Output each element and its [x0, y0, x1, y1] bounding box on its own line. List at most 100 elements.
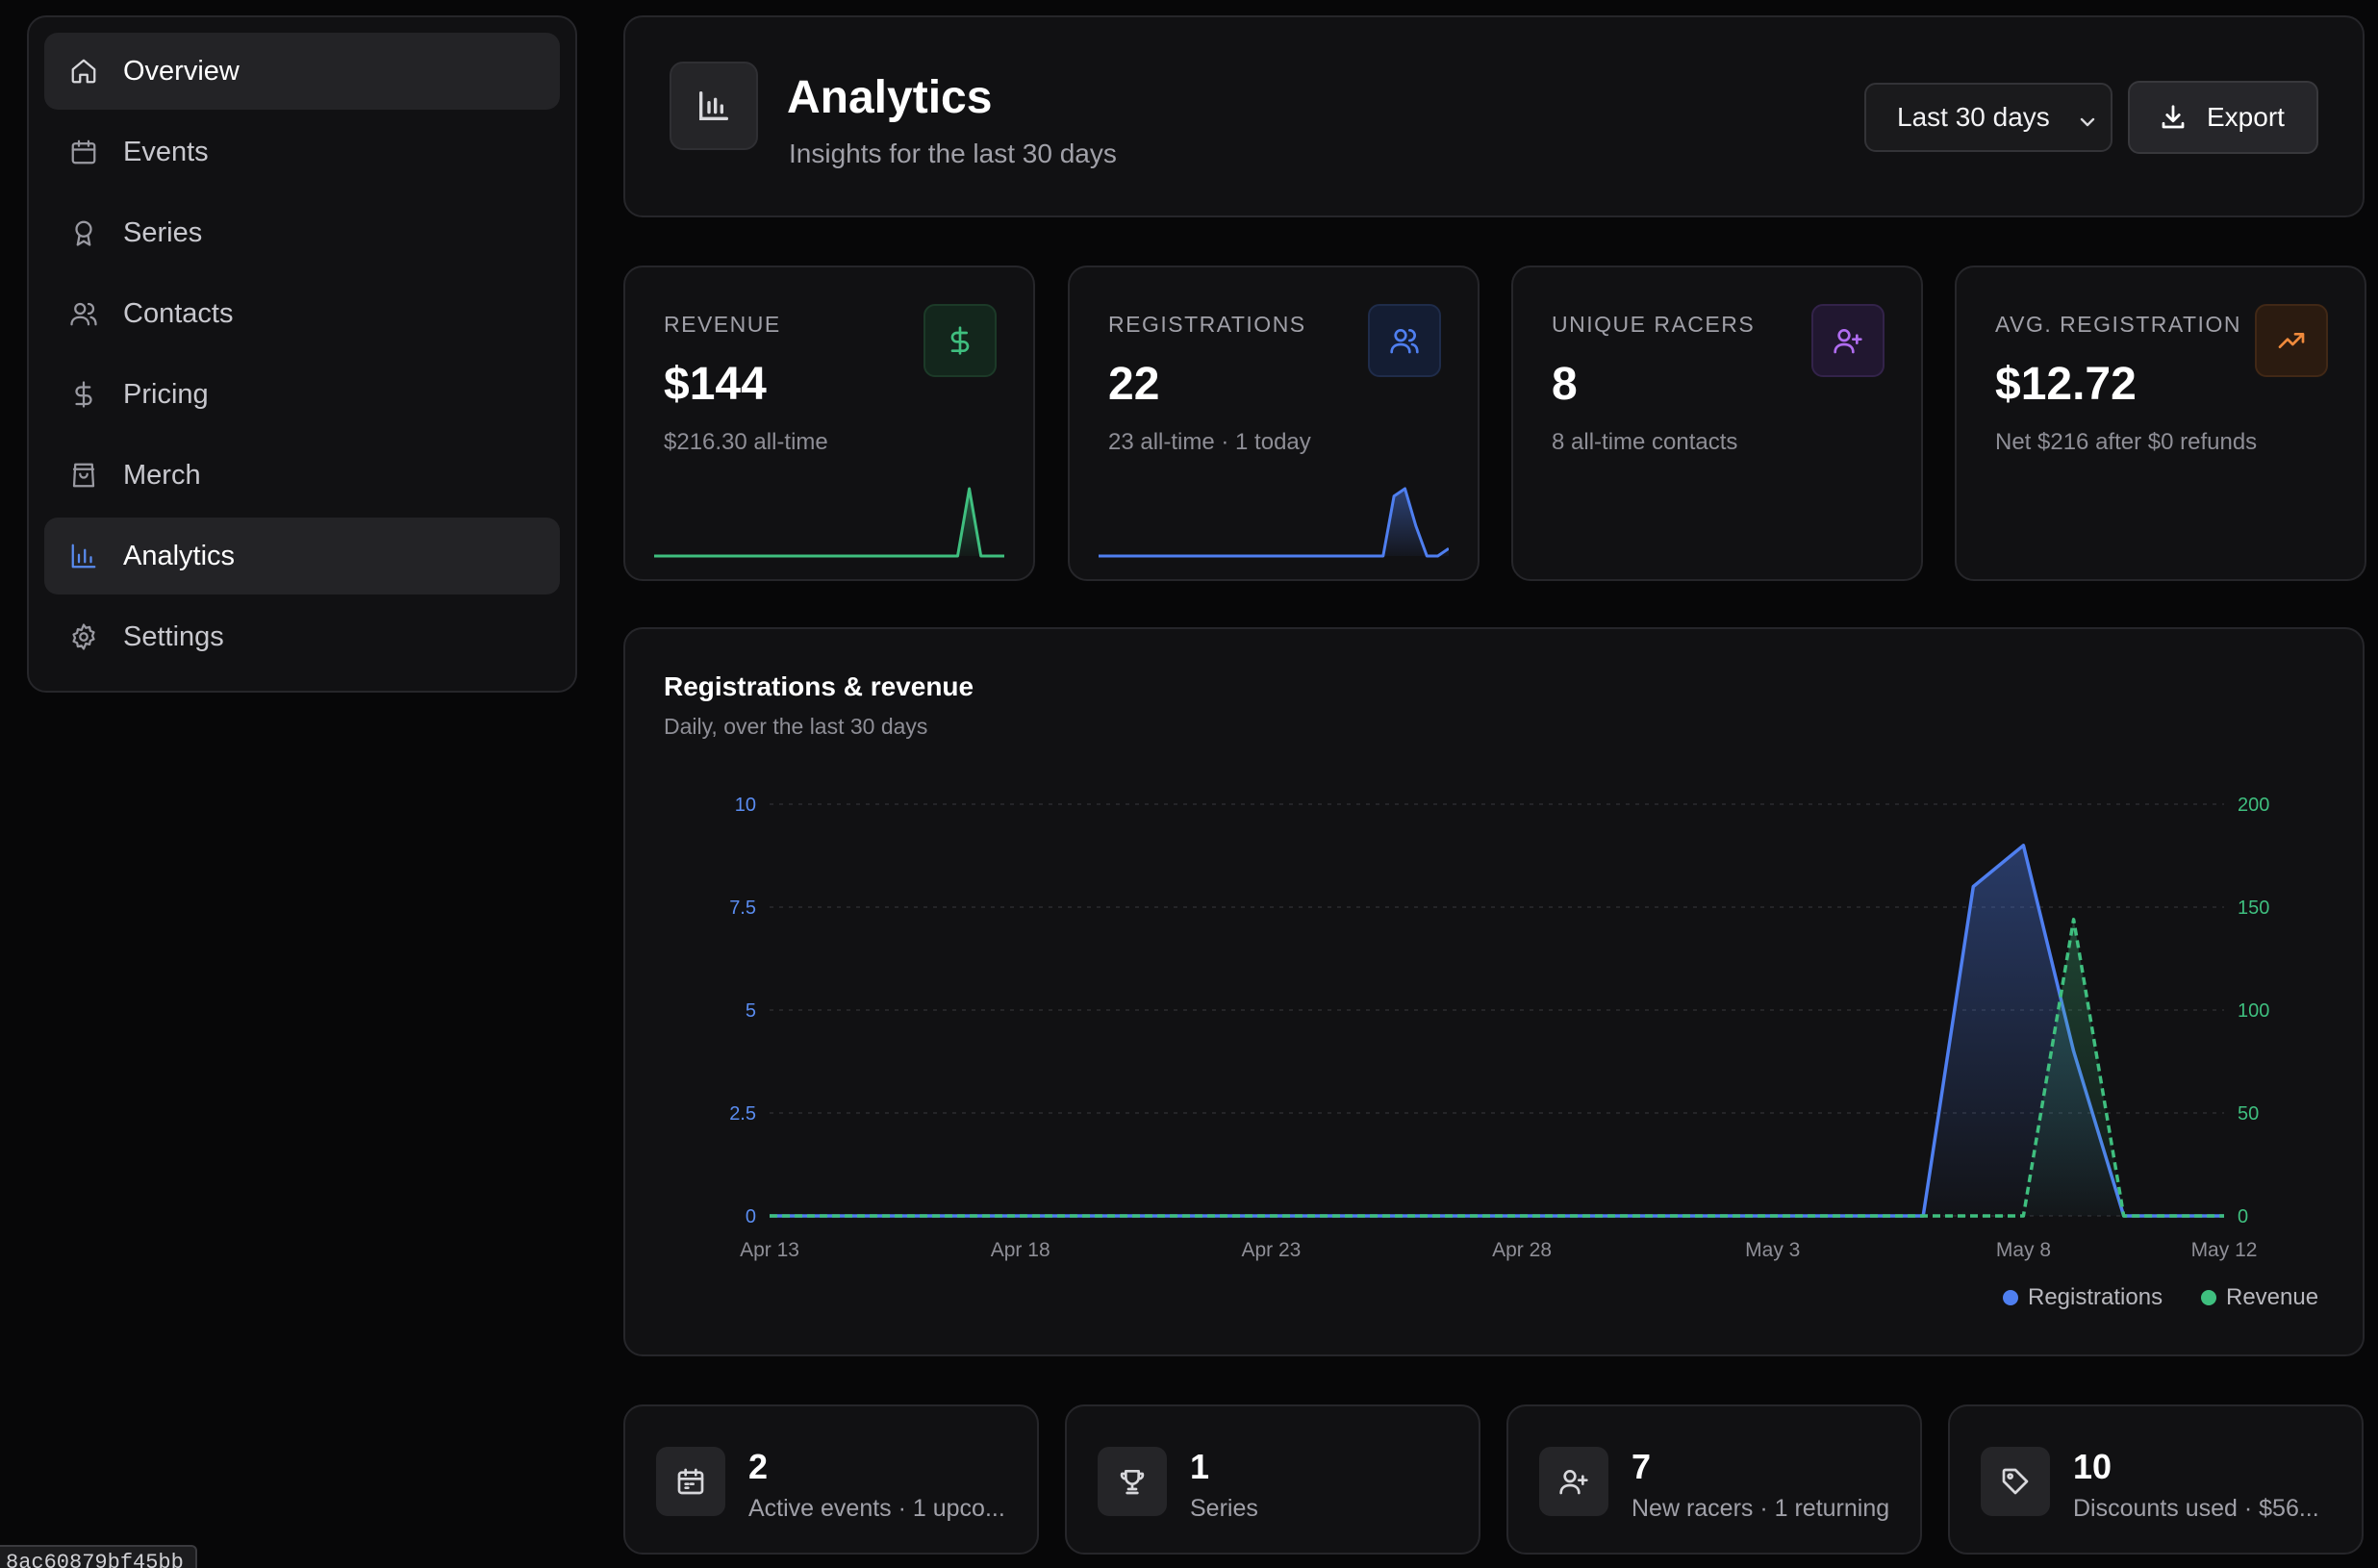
- sparkline-line: [654, 487, 1004, 558]
- x-tick-label: Apr 28: [1492, 1239, 1552, 1261]
- registrations-sparkline: [1099, 487, 1449, 558]
- sparkline-area: [654, 489, 1004, 556]
- stat-subtext: Net $216 after $0 refunds: [1995, 429, 2258, 455]
- stat-card-unique-racers: UNIQUE RACERS 8 8 all-time contacts: [1511, 266, 1923, 581]
- page-subtitle: Insights for the last 30 days: [789, 139, 1117, 168]
- legend-label: Revenue: [2226, 1284, 2318, 1310]
- dollar-icon: [923, 304, 997, 377]
- export-label: Export: [2207, 102, 2285, 132]
- sidebar-item-events[interactable]: Events: [44, 114, 560, 190]
- sidebar-item-analytics[interactable]: Analytics: [44, 518, 560, 594]
- x-tick-label: May 8: [1996, 1239, 2051, 1261]
- right-tick-label: 200: [2238, 795, 2269, 816]
- users-icon: [1368, 304, 1441, 377]
- sidebar: Overview Events Series Contacts Pricing …: [27, 15, 577, 693]
- sidebar-item-pricing[interactable]: Pricing: [44, 356, 560, 433]
- calendar-icon: [656, 1447, 725, 1516]
- right-tick-label: 100: [2238, 1000, 2269, 1022]
- left-tick-label: 10: [735, 795, 756, 816]
- summary-subtext: Discounts used · $56...: [2073, 1495, 2319, 1522]
- revenue-sparkline: [654, 487, 1004, 558]
- chart-title: Registrations & revenue: [664, 671, 974, 701]
- award-icon: [67, 216, 100, 249]
- summary-subtext: Active events · 1 upco...: [748, 1495, 1005, 1522]
- x-tick-label: Apr 23: [1241, 1239, 1301, 1261]
- series-area-revenue: [770, 919, 2224, 1216]
- right-tick-label: 50: [2238, 1103, 2259, 1125]
- x-tick-label: May 3: [1745, 1239, 1800, 1261]
- sidebar-item-merch[interactable]: Merch: [44, 437, 560, 514]
- stat-value: 22: [1108, 359, 1160, 410]
- stat-value: $144: [664, 359, 767, 410]
- home-icon: [67, 55, 100, 88]
- user-plus-icon: [1539, 1447, 1608, 1516]
- sidebar-item-label: Analytics: [123, 540, 236, 571]
- stat-card-registrations: REGISTRATIONS 22 23 all-time · 1 today: [1068, 266, 1480, 581]
- summary-card-series: 1 Series: [1065, 1404, 1480, 1555]
- date-range-select[interactable]: Last 30 days: [1864, 83, 2112, 152]
- stat-card-revenue: REVENUE $144 $216.30 all-time: [623, 266, 1035, 581]
- stat-subtext: 8 all-time contacts: [1552, 429, 1738, 455]
- dollar-icon: [67, 378, 100, 411]
- bag-icon: [67, 459, 100, 492]
- stat-label: UNIQUE RACERS: [1552, 312, 1756, 337]
- left-tick-label: 5: [746, 1000, 756, 1022]
- user-plus-icon: [1811, 304, 1885, 377]
- build-hash: 8ac60879bf45bb: [0, 1545, 197, 1568]
- left-tick-label: 7.5: [729, 898, 756, 919]
- sidebar-item-overview[interactable]: Overview: [44, 33, 560, 110]
- stat-subtext: $216.30 all-time: [664, 429, 828, 455]
- tag-icon: [1981, 1447, 2050, 1516]
- chevron-down-icon: [2078, 108, 2097, 127]
- trophy-icon: [1098, 1447, 1167, 1516]
- stat-label: REVENUE: [664, 312, 781, 337]
- summary-card-events: 2 Active events · 1 upco...: [623, 1404, 1039, 1555]
- summary-subtext: New racers · 1 returning: [1632, 1495, 1890, 1522]
- sidebar-item-label: Overview: [123, 55, 240, 87]
- x-tick-label: Apr 13: [740, 1239, 799, 1261]
- download-icon: [2162, 105, 2185, 129]
- summary-subtext: Series: [1190, 1495, 1258, 1522]
- summary-value: 7: [1632, 1447, 1652, 1486]
- sparkline-line: [1099, 487, 1449, 558]
- legend-swatch: [2003, 1290, 2018, 1305]
- summary-value: 1: [1190, 1447, 1210, 1486]
- left-tick-label: 0: [746, 1206, 756, 1227]
- sidebar-item-label: Merch: [123, 459, 201, 491]
- legend-label: Registrations: [2028, 1284, 2163, 1310]
- bar-chart-icon: [67, 540, 100, 572]
- export-button[interactable]: Export: [2128, 81, 2318, 154]
- sidebar-item-contacts[interactable]: Contacts: [44, 275, 560, 352]
- stat-label: AVG. REGISTRATION: [1995, 312, 2241, 337]
- x-tick-label: Apr 18: [991, 1239, 1050, 1261]
- stat-subtext: 23 all-time · 1 today: [1108, 429, 1311, 455]
- summary-card-racers: 7 New racers · 1 returning: [1506, 1404, 1922, 1555]
- registrations-revenue-chart: Registrations & revenue Daily, over the …: [623, 627, 2365, 1356]
- sidebar-item-label: Events: [123, 136, 209, 167]
- bar-chart-icon: [670, 62, 758, 150]
- sidebar-item-series[interactable]: Series: [44, 194, 560, 271]
- sidebar-item-label: Pricing: [123, 378, 209, 410]
- stat-card-avg-registration: AVG. REGISTRATION $12.72 Net $216 after …: [1955, 266, 2366, 581]
- date-range-value: Last 30 days: [1897, 102, 2050, 132]
- sidebar-item-label: Series: [123, 216, 203, 248]
- users-icon: [67, 297, 100, 330]
- chart-subtitle: Daily, over the last 30 days: [664, 714, 928, 739]
- sidebar-item-label: Settings: [123, 620, 224, 652]
- legend-swatch: [2201, 1290, 2216, 1305]
- right-tick-label: 0: [2238, 1206, 2248, 1227]
- summary-card-discounts: 10 Discounts used · $56...: [1948, 1404, 2364, 1555]
- sparkline-area: [1099, 489, 1449, 556]
- gear-icon: [67, 620, 100, 653]
- left-tick-label: 2.5: [729, 1103, 756, 1125]
- stat-value: 8: [1552, 359, 1578, 410]
- right-tick-label: 150: [2238, 898, 2269, 919]
- sidebar-item-label: Contacts: [123, 297, 234, 329]
- sidebar-item-settings[interactable]: Settings: [44, 598, 560, 675]
- x-tick-label: May 12: [2191, 1239, 2258, 1261]
- trending-up-icon: [2255, 304, 2328, 377]
- calendar-icon: [67, 136, 100, 168]
- page-title: Analytics: [787, 72, 993, 123]
- stat-value: $12.72: [1995, 359, 2137, 410]
